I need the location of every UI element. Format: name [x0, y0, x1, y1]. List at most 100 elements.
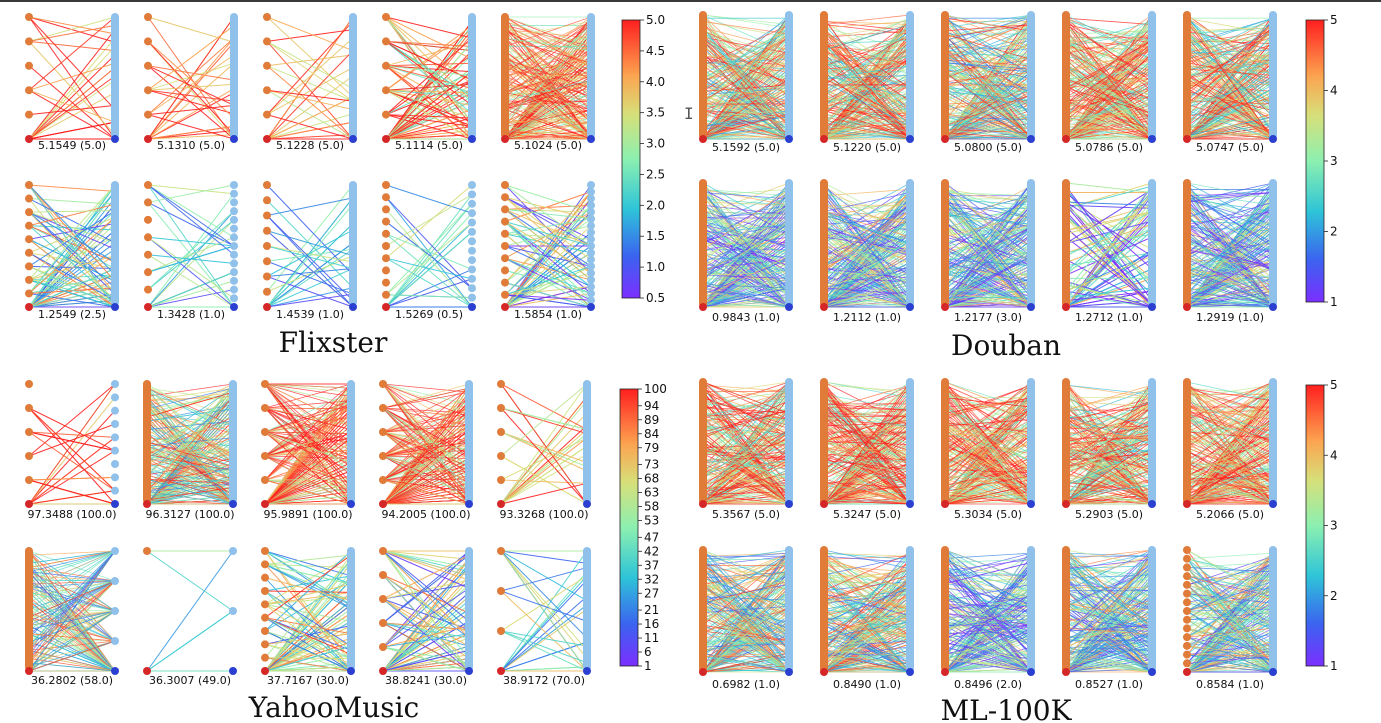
- item-node: [111, 277, 119, 286]
- edge: [702, 129, 790, 140]
- subgraph-panel: 1.2177 (3.0): [941, 179, 1035, 324]
- target-item-node: [468, 303, 476, 311]
- target-user-node: [941, 135, 949, 143]
- item-node: [468, 246, 476, 255]
- edge: [28, 216, 116, 294]
- subgraph-panel: 1.2712 (1.0): [1062, 179, 1156, 324]
- user-node: [382, 181, 390, 189]
- edge: [28, 252, 116, 302]
- user-node: [501, 290, 509, 299]
- item-nodes: [785, 179, 793, 311]
- edge: [28, 436, 116, 505]
- prediction-label: 5.1024 (5.0): [514, 139, 582, 152]
- user-node: [263, 257, 271, 266]
- item-node: [111, 290, 119, 299]
- edge: [385, 130, 473, 140]
- item-node: [587, 194, 595, 203]
- edge-group: [147, 184, 235, 308]
- edge: [28, 216, 116, 254]
- user-nodes: [143, 380, 151, 508]
- item-nodes: [1269, 11, 1277, 143]
- edge: [385, 121, 473, 140]
- user-node: [382, 37, 390, 46]
- edge: [504, 41, 592, 115]
- edge: [504, 130, 592, 140]
- edge: [504, 184, 592, 274]
- edge: [385, 65, 473, 77]
- edge: [28, 211, 116, 301]
- item-node: [111, 486, 119, 495]
- subgraph-panel: 1.2549 (2.5): [25, 181, 119, 321]
- edge: [385, 65, 473, 140]
- subgraph-panel: 1.4539 (1.0): [263, 181, 357, 321]
- edge: [28, 225, 116, 301]
- prediction-label: 97.3488 (100.0): [27, 508, 116, 521]
- edge-group: [702, 14, 790, 140]
- edge-group: [1065, 14, 1153, 140]
- edge: [266, 37, 354, 115]
- edge: [385, 41, 473, 140]
- user-node: [263, 181, 271, 189]
- edge: [504, 71, 592, 77]
- item-node: [111, 420, 119, 428]
- edge: [504, 252, 592, 308]
- edge: [266, 16, 354, 52]
- edge: [385, 65, 473, 115]
- user-node: [144, 37, 152, 46]
- item-node: [349, 232, 357, 241]
- user-node: [25, 208, 33, 217]
- edge: [702, 49, 790, 102]
- edge: [504, 83, 592, 136]
- subgraph-panel: 5.0800 (5.0): [941, 11, 1035, 154]
- edge: [504, 221, 592, 247]
- edge: [504, 20, 592, 39]
- edge: [147, 89, 235, 115]
- subgraph-panel: 5.0786 (5.0): [1062, 11, 1156, 154]
- edge: [385, 193, 473, 247]
- subgraph-panel: 0.9843 (1.0): [699, 179, 793, 324]
- edge: [385, 233, 473, 270]
- item-node: [111, 473, 119, 482]
- user-node: [263, 110, 271, 119]
- edge: [147, 65, 235, 81]
- target-item-node: [111, 500, 119, 508]
- item-node: [349, 213, 357, 222]
- edge: [504, 121, 592, 136]
- user-node: [501, 278, 509, 287]
- edge: [504, 20, 592, 123]
- edge-group: [28, 184, 116, 308]
- edge: [702, 33, 790, 98]
- edge: [504, 221, 592, 274]
- prediction-label: 1.2549 (2.5): [38, 308, 106, 321]
- item-nodes: [230, 13, 238, 143]
- item-node: [230, 250, 238, 259]
- prediction-label: 1.3428 (1.0): [157, 308, 225, 321]
- edge: [504, 29, 592, 102]
- prediction-label: 5.1114 (5.0): [395, 139, 463, 152]
- user-node: [501, 205, 509, 214]
- user-node: [25, 275, 33, 284]
- edge: [702, 62, 790, 83]
- item-node: [111, 406, 119, 415]
- edge: [28, 210, 116, 294]
- item-node: [111, 200, 119, 209]
- edge: [385, 16, 473, 60]
- chart-section-douban: 5.1592 (5.0) 5.1220 (5.0) 5.0800 (5.0) 5.07…: [699, 11, 1338, 362]
- edge: [28, 223, 116, 240]
- item-node: [587, 221, 595, 230]
- edge: [266, 267, 354, 277]
- item-node: [587, 201, 595, 210]
- edge: [266, 245, 354, 269]
- edge: [28, 279, 116, 302]
- item-node: [230, 259, 238, 268]
- subgraph-panel: 5.1228 (5.0): [263, 13, 357, 152]
- edge: [28, 184, 116, 276]
- edge: [702, 84, 790, 102]
- user-node: [25, 37, 33, 46]
- edge: [385, 62, 473, 67]
- target-item-node: [111, 135, 119, 143]
- colorbar-gradient: [1305, 19, 1325, 303]
- edge-group: [944, 14, 1032, 140]
- edge: [504, 294, 592, 308]
